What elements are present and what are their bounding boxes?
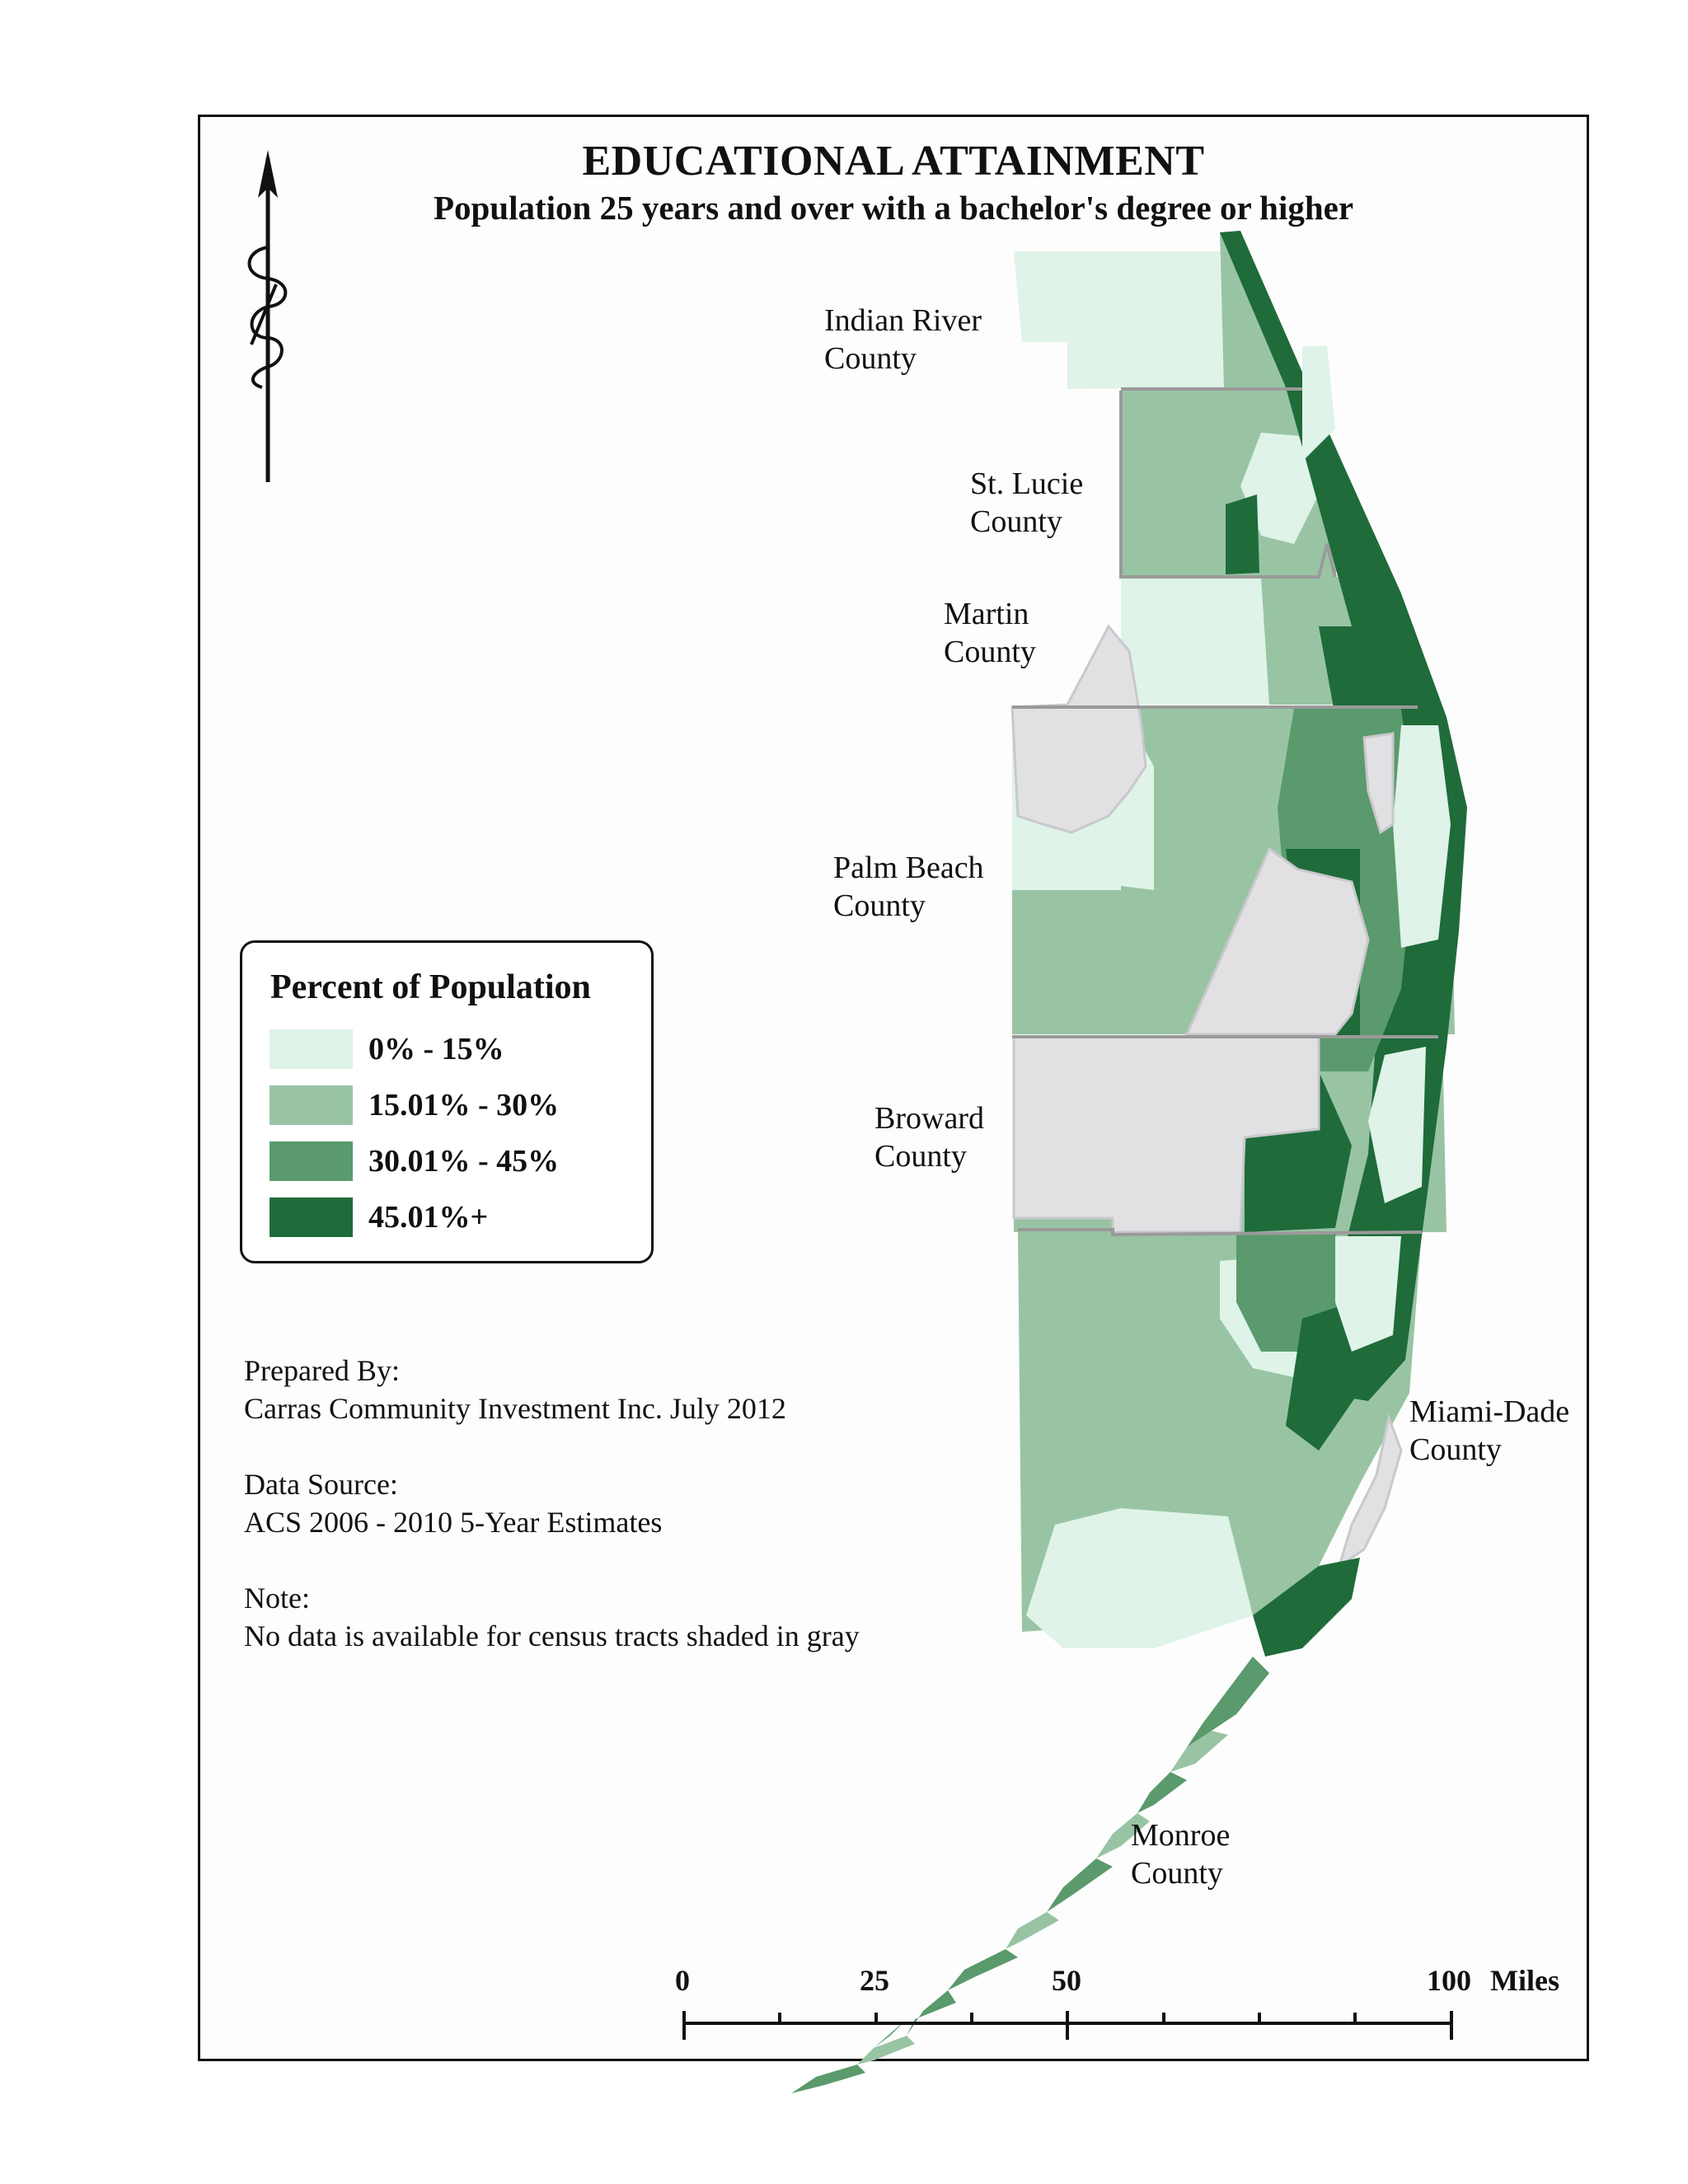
- scale-label-0: 0: [675, 1964, 690, 1997]
- label-indian-river-county: Indian River County: [824, 303, 982, 376]
- indian-river-county-area: [1014, 251, 1224, 389]
- scale-label-100: 100: [1427, 1964, 1471, 1997]
- scale-label-25: 25: [860, 1964, 889, 1997]
- legend-label: 15.01% - 30%: [368, 1088, 560, 1122]
- scale-bar: [682, 2011, 1453, 2040]
- note-text: No data is available for census tracts s…: [244, 1619, 860, 1652]
- note-label: Note:: [244, 1582, 310, 1615]
- st-lucie-dark-tract: [1226, 494, 1259, 574]
- scale-label-50: 50: [1052, 1964, 1081, 1997]
- palm-beach-coastal-no-data: [1362, 732, 1395, 835]
- legend-swatch: [270, 1141, 353, 1181]
- palm-beach-no-data: [1184, 846, 1370, 1036]
- st-lucie-light-tracts: [1240, 433, 1319, 544]
- prepared-by-text: Carras Community Investment Inc. July 20…: [244, 1392, 786, 1425]
- legend-swatch: [270, 1029, 353, 1069]
- map-subtitle: Population 25 years and over with a bach…: [433, 189, 1354, 227]
- label-st-lucie-county: St. Lucie County: [970, 466, 1084, 539]
- legend-label: 45.01%+: [368, 1200, 489, 1235]
- legend-swatch: [270, 1085, 353, 1125]
- legend-label: 0% - 15%: [368, 1032, 504, 1066]
- north-arrow-icon: [247, 150, 288, 482]
- florida-keys: [791, 1657, 1269, 2093]
- label-broward-county: Broward County: [874, 1101, 984, 1174]
- scale-unit-label: Miles: [1490, 1964, 1559, 1997]
- biscayne-bay-islands: [1337, 1413, 1403, 1569]
- data-source-text: ACS 2006 - 2010 5-Year Estimates: [244, 1506, 663, 1539]
- legend-label: 30.01% - 45%: [368, 1144, 560, 1179]
- label-palm-beach-county: Palm Beach County: [833, 851, 984, 923]
- lake-okeechobee-area: [1010, 624, 1147, 834]
- label-martin-county: Martin County: [944, 597, 1036, 669]
- data-source-label: Data Source:: [244, 1468, 398, 1501]
- miami-dade-south-light: [1026, 1508, 1253, 1648]
- map-title: EDUCATIONAL ATTAINMENT: [582, 138, 1205, 185]
- label-miami-dade-county: Miami-Dade County: [1409, 1394, 1570, 1467]
- south-miami-dade-dark-tract: [1253, 1558, 1360, 1657]
- legend-swatch: [270, 1197, 353, 1237]
- prepared-by-label: Prepared By:: [244, 1354, 400, 1387]
- legend: Percent of Population 0% - 15% 15.01% - …: [240, 940, 654, 1263]
- county-boundaries: [1012, 387, 1438, 1237]
- label-monroe-county: Monroe County: [1131, 1818, 1231, 1891]
- legend-title: Percent of Population: [270, 968, 591, 1006]
